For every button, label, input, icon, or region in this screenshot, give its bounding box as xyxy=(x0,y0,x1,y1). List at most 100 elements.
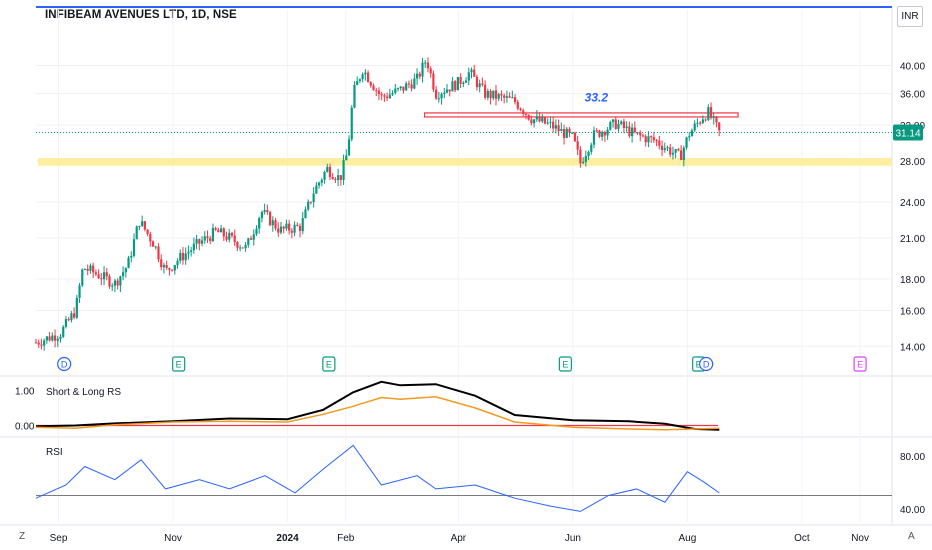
candle-body xyxy=(429,68,432,74)
candle-body xyxy=(288,223,291,231)
candle-body xyxy=(64,319,68,327)
candle-body xyxy=(271,220,274,226)
candle-body xyxy=(696,122,699,124)
candle-body xyxy=(511,97,514,99)
candle-body xyxy=(312,193,315,203)
candle-body xyxy=(75,297,78,318)
candle-body xyxy=(573,132,577,142)
candle-body xyxy=(527,114,530,120)
candle-body xyxy=(666,147,669,149)
candle-body xyxy=(677,149,680,151)
candle-body xyxy=(307,201,310,210)
candle-body xyxy=(473,69,476,77)
candle-body xyxy=(206,236,209,239)
candle-body xyxy=(203,236,206,241)
candle-body xyxy=(712,116,715,118)
candle-body xyxy=(277,228,280,233)
candle-body xyxy=(503,95,506,98)
candle-body xyxy=(500,94,503,96)
candle-body xyxy=(244,244,247,249)
candle-body xyxy=(192,243,195,251)
candle-body xyxy=(173,265,176,271)
price-tick-label: 36.00 xyxy=(900,90,925,101)
time-tick-label: Nov xyxy=(851,533,869,544)
candle-body xyxy=(383,95,386,97)
candle-body xyxy=(410,84,413,89)
candle-body xyxy=(560,128,563,132)
candle-body xyxy=(162,264,166,268)
timezone-icon[interactable]: Z xyxy=(19,531,26,542)
earnings-marker-icon xyxy=(322,356,336,372)
candle-body xyxy=(443,92,446,94)
candle-body xyxy=(219,228,223,233)
candle-body xyxy=(655,140,658,142)
candle-body xyxy=(571,132,574,134)
time-tick-label: Apr xyxy=(451,533,467,544)
candle-body xyxy=(682,147,685,160)
candle-body xyxy=(268,212,272,226)
candle-body xyxy=(130,255,133,258)
candle-body xyxy=(116,280,119,286)
candle-body xyxy=(176,260,179,266)
candle-body xyxy=(132,239,136,256)
candle-body xyxy=(636,132,639,134)
rs-tick-label: 0.00 xyxy=(15,422,35,433)
candle-body xyxy=(233,235,236,243)
candle-body xyxy=(595,130,598,132)
candle-body xyxy=(508,96,511,98)
candle-body xyxy=(718,122,721,131)
rs-tick-label: 1.00 xyxy=(15,387,35,398)
candle-body xyxy=(100,278,103,280)
candle-body xyxy=(260,211,264,219)
candle-body xyxy=(285,223,288,229)
candle-body xyxy=(579,149,582,164)
candle-body xyxy=(331,177,334,180)
candle-body xyxy=(228,232,231,240)
candle-body xyxy=(633,127,636,133)
candle-body xyxy=(489,90,492,99)
candle-body xyxy=(415,73,419,79)
candle-body xyxy=(652,137,655,141)
price-tick-label: 16.00 xyxy=(900,307,925,318)
candle-body xyxy=(279,226,283,233)
candle-body xyxy=(138,225,141,227)
candle-body xyxy=(565,128,568,138)
candle-body xyxy=(89,265,92,271)
resistance-box xyxy=(423,112,739,118)
candle-body xyxy=(530,119,533,124)
candle-body xyxy=(293,224,296,233)
candle-body xyxy=(407,83,411,85)
candle-body xyxy=(122,272,125,277)
auto-scale-icon[interactable]: A xyxy=(908,531,915,542)
candle-body xyxy=(149,233,152,242)
candle-body xyxy=(576,141,579,150)
candle-body xyxy=(290,230,293,233)
price-tick-label: 40.00 xyxy=(900,61,925,72)
candle-body xyxy=(252,234,255,240)
candle-body xyxy=(53,335,57,341)
candle-body xyxy=(184,253,187,261)
candle-body xyxy=(492,90,495,99)
candle-body xyxy=(418,73,421,77)
candle-body xyxy=(584,155,587,163)
candle-body xyxy=(356,81,359,86)
currency-button[interactable]: INR xyxy=(897,6,923,27)
candle-body xyxy=(435,89,438,99)
candle-body xyxy=(456,77,459,91)
time-tick-label: Jun xyxy=(565,533,581,544)
candle-body xyxy=(421,62,424,77)
candle-body xyxy=(552,121,555,129)
candle-body xyxy=(533,119,536,124)
candle-body xyxy=(644,136,647,143)
candle-body xyxy=(255,228,258,235)
candle-body xyxy=(437,98,440,100)
candle-body xyxy=(541,117,544,122)
candle-body xyxy=(151,241,155,247)
candle-body xyxy=(377,90,381,95)
candle-body xyxy=(48,336,51,341)
candle-body xyxy=(671,152,675,155)
candle-body xyxy=(424,62,427,64)
candle-body xyxy=(660,145,664,150)
candle-body xyxy=(222,228,225,237)
